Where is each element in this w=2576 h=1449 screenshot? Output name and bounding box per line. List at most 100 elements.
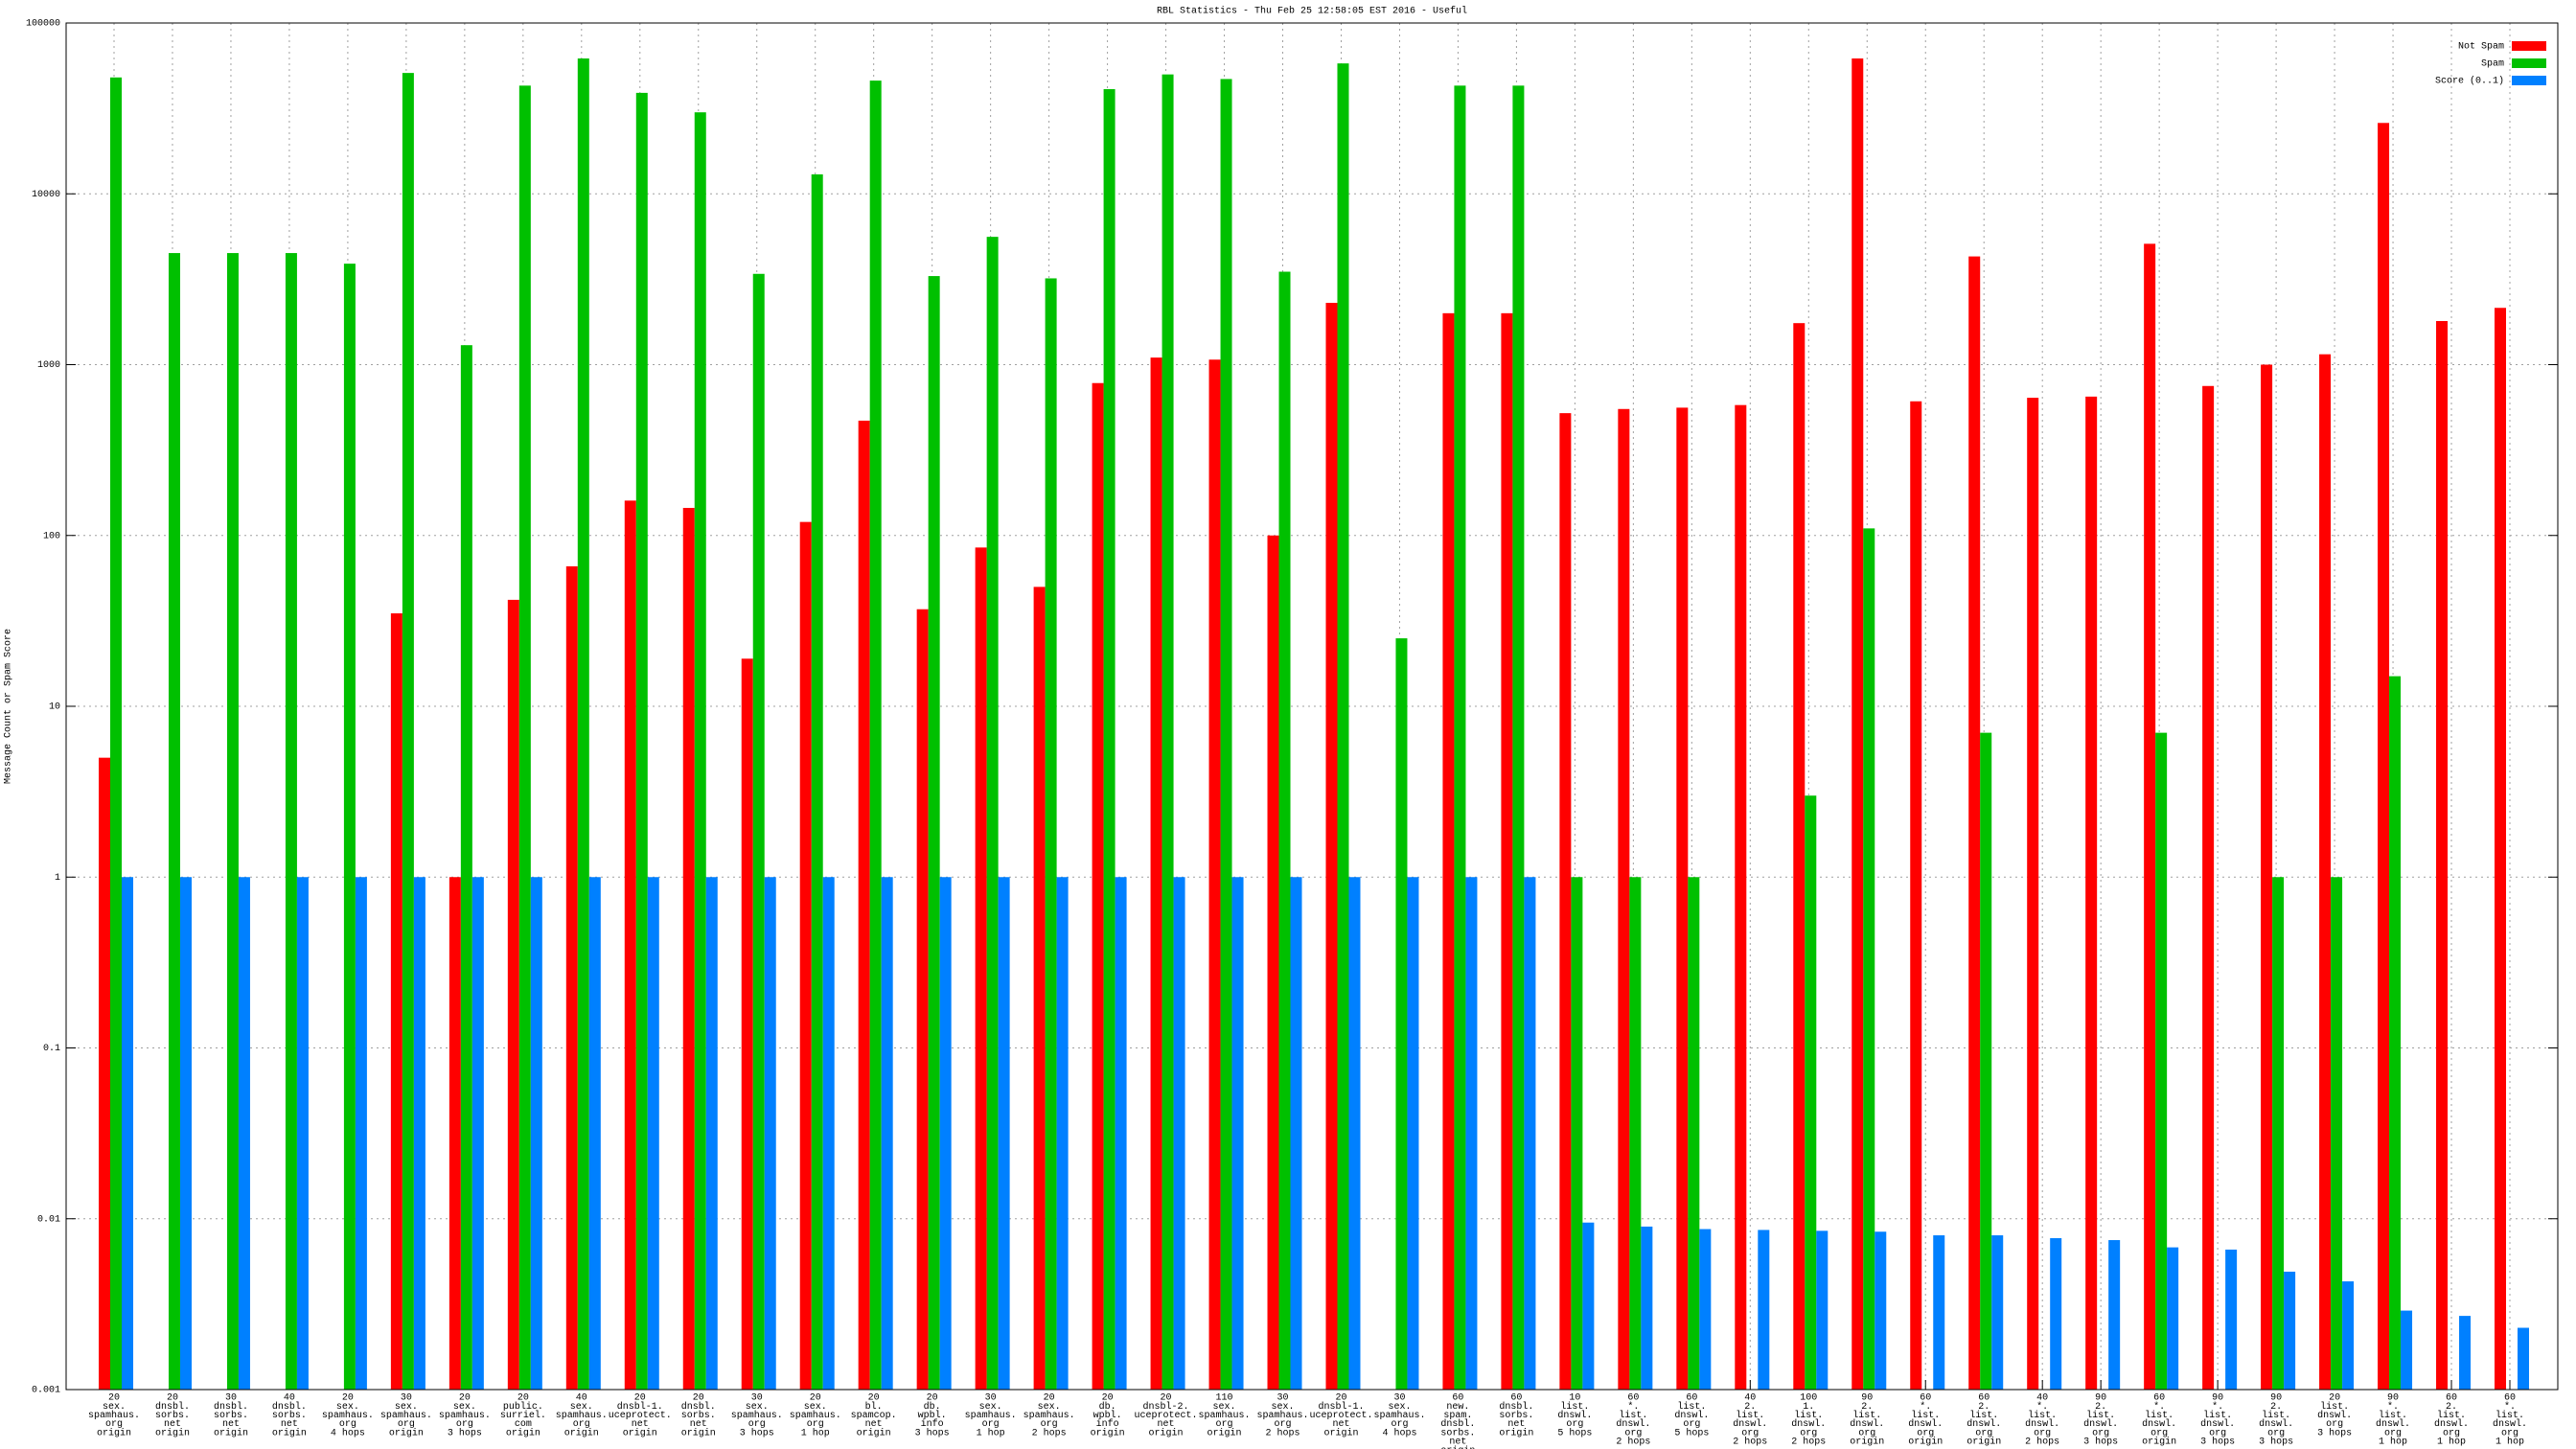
x-tick-label: org (1566, 1419, 1583, 1430)
bar (122, 877, 133, 1390)
x-tick-label: dnswl. (2200, 1418, 2235, 1430)
x-tick-label: origin (1208, 1427, 1242, 1438)
x-tick-label: origin (1966, 1437, 2001, 1448)
bar (998, 877, 1010, 1390)
x-tick-label: org (2267, 1428, 2285, 1438)
x-tick-label: sex. (336, 1402, 359, 1413)
bar (2284, 1271, 2296, 1390)
bar (1641, 1226, 1653, 1390)
x-tick-label: org (2034, 1428, 2051, 1438)
x-tick-label: net (281, 1419, 298, 1430)
x-tick-label: spamhaus. (731, 1410, 783, 1421)
legend-label: Score (0..1) (2435, 76, 2504, 87)
x-tick-label: org (573, 1419, 590, 1430)
y-tick-label: 0.1 (43, 1044, 60, 1054)
legend-label: Not Spam (2458, 42, 2504, 53)
bar (1933, 1235, 1945, 1390)
x-tick-label: 60 (2153, 1393, 2165, 1404)
bar (1852, 58, 1864, 1390)
plot-frame (65, 22, 2559, 1391)
bar (858, 420, 870, 1390)
x-tick-label: 20 (693, 1393, 704, 1404)
chart-title: RBL Statistics - Thu Feb 25 12:58:05 EST… (1157, 6, 1467, 17)
x-tick-label: list. (1677, 1401, 1706, 1413)
x-tick-label: wpbl. (918, 1410, 947, 1421)
x-tick-label: 3 hops (2259, 1437, 2293, 1448)
x-tick-label: dnswl. (1557, 1410, 1592, 1421)
x-tick-label: org (1041, 1419, 1058, 1430)
x-tick-label: net (632, 1419, 649, 1430)
x-tick-label: 20 (2329, 1393, 2340, 1404)
x-tick-label: origin (214, 1427, 248, 1438)
bar (1968, 256, 1981, 1391)
x-tick-label: org (2326, 1419, 2343, 1430)
y-tick-label: 10 (49, 702, 60, 713)
bar (588, 877, 601, 1390)
x-tick-label: origin (1850, 1437, 1884, 1448)
x-tick-label: 20 (1102, 1393, 1114, 1404)
x-tick-label: org (1975, 1428, 1992, 1438)
x-tick-label: 60 (2446, 1393, 2457, 1404)
x-tick-label: 2 hops (1616, 1437, 1650, 1448)
x-tick-label: spamhaus. (965, 1410, 1017, 1421)
x-tick-label: 2 hops (1733, 1437, 1767, 1448)
bar (355, 877, 367, 1390)
x-tick-label: origin (1091, 1427, 1125, 1438)
x-tick-label: 30 (401, 1393, 412, 1404)
bar (752, 273, 765, 1390)
x-tick-label: 90 (2212, 1393, 2223, 1404)
x-tick-label: dnsbl. (272, 1401, 307, 1413)
y-tick-label: 0.01 (37, 1214, 60, 1225)
x-tick-label: 1 hop (977, 1427, 1005, 1438)
x-tick-label: 110 (1216, 1393, 1233, 1404)
x-tick-label: org (2384, 1428, 2402, 1438)
bar (1290, 877, 1302, 1390)
x-tick-label: dnswl. (1908, 1418, 1943, 1430)
x-tick-label: dnsbl. (214, 1401, 248, 1413)
x-tick-label: org (2150, 1428, 2168, 1438)
x-tick-label: info (921, 1418, 944, 1430)
bar (518, 85, 531, 1391)
x-tick-label: 30 (225, 1393, 237, 1404)
x-tick-label: 90 (1861, 1393, 1873, 1404)
bar (1278, 271, 1291, 1390)
x-tick-label: *. (2212, 1401, 2223, 1413)
bar (1115, 877, 1127, 1390)
x-tick-label: spamhaus. (1373, 1410, 1425, 1421)
bar (1208, 359, 1221, 1390)
x-tick-label: 3 hops (2317, 1427, 2352, 1438)
x-tick-label: 2. (2270, 1402, 2282, 1413)
x-tick-label: new. (1446, 1402, 1469, 1413)
x-tick-label: 4 hops (1382, 1427, 1416, 1438)
x-tick-label: spamhaus. (1024, 1410, 1075, 1421)
x-tick-label: 1 hop (2496, 1437, 2524, 1448)
x-tick-label: sorbs. (1499, 1410, 1533, 1421)
bar (682, 507, 695, 1390)
bar (2108, 1240, 2121, 1390)
x-tick-label: 20 (810, 1393, 821, 1404)
x-tick-label: org (339, 1419, 356, 1430)
x-tick-label: 3 hops (740, 1427, 774, 1438)
bar (1407, 877, 1419, 1390)
x-tick-label: spamhaus. (439, 1410, 491, 1421)
x-tick-label: *. (2504, 1401, 2516, 1413)
bar (1162, 74, 1174, 1391)
x-tick-label: list. (2379, 1410, 2407, 1421)
bar (238, 877, 250, 1390)
x-tick-label: dnswl. (2083, 1418, 2118, 1430)
x-tick-label: sex. (1038, 1402, 1061, 1413)
x-tick-label: 20 (927, 1393, 938, 1404)
x-tick-label: sex. (746, 1402, 769, 1413)
x-tick-label: list. (2028, 1410, 2057, 1421)
x-tick-label: org (1917, 1428, 1934, 1438)
x-tick-label: dnswl. (2376, 1418, 2410, 1430)
x-tick-label: sex. (804, 1402, 827, 1413)
bar (1220, 79, 1232, 1390)
bar (1454, 85, 1466, 1391)
x-tick-label: spamhaus. (790, 1410, 841, 1421)
x-tick-label: dnswl. (2317, 1410, 2352, 1421)
x-tick-label: sorbs. (1440, 1427, 1475, 1438)
bar (869, 80, 882, 1391)
x-tick-label: 2. (1744, 1402, 1756, 1413)
